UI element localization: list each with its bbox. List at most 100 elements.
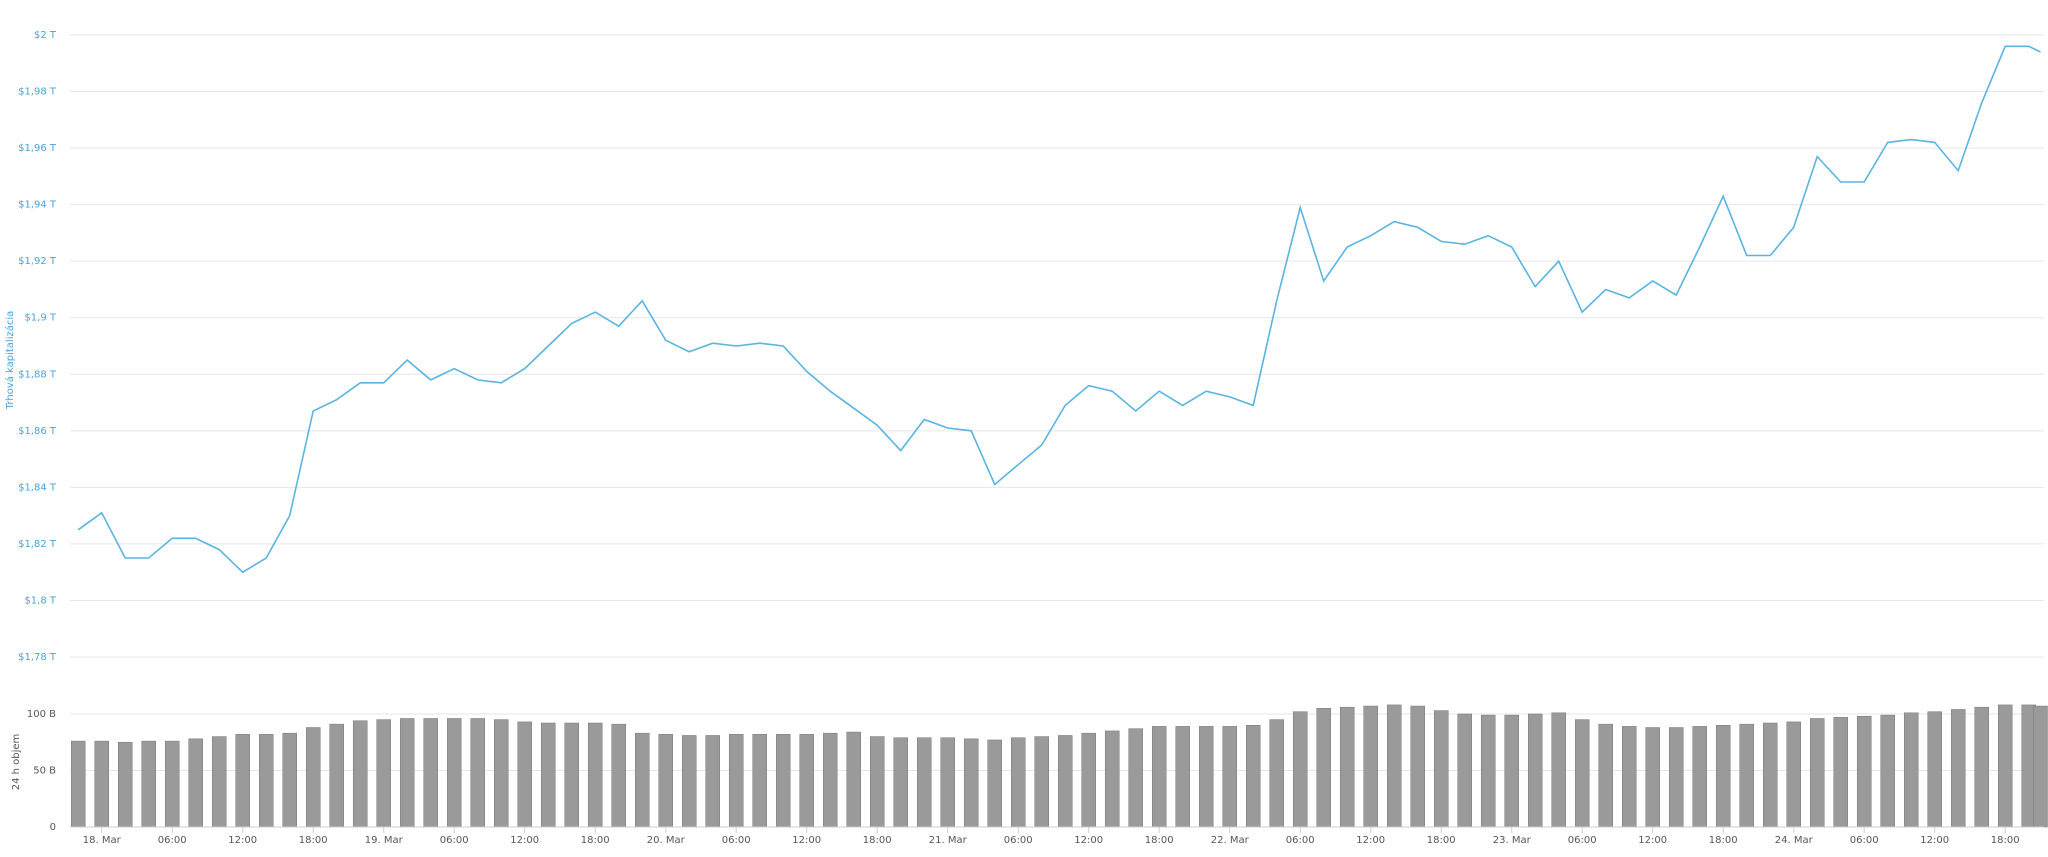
x-tick-label: 12:00 — [1356, 835, 1385, 846]
volume-bar — [376, 719, 391, 828]
volume-bar — [1316, 708, 1331, 828]
x-tick-label: 18:00 — [1991, 835, 2020, 846]
volume-bar — [235, 734, 250, 828]
volume-bar — [963, 738, 979, 828]
y-tick-label: $2 T — [34, 30, 57, 41]
x-tick-label: 12:00 — [1638, 835, 1667, 846]
y-tick-label: 0 — [50, 822, 56, 833]
volume-bar — [352, 720, 368, 828]
volume-bar — [1151, 726, 1167, 828]
y-tick-label: $1,88 T — [18, 369, 57, 380]
volume-bar — [1057, 735, 1073, 828]
y-tick-label: $1,86 T — [18, 426, 57, 437]
volume-bar — [940, 737, 955, 828]
volume-bar — [1386, 704, 1402, 828]
volume-bar — [1880, 714, 1895, 828]
volume-bar — [1668, 727, 1684, 828]
x-tick-label: 22. Mar — [1211, 835, 1250, 846]
volume-bar — [728, 734, 744, 828]
x-tick-label: 18:00 — [863, 835, 892, 846]
volume-bar — [1010, 737, 1026, 828]
volume-bar — [282, 732, 297, 828]
volume-bar — [1128, 728, 1143, 828]
volume-bar — [1410, 705, 1425, 828]
x-tick-label: 23. Mar — [1493, 835, 1532, 846]
x-tick-label: 12:00 — [1920, 835, 1949, 846]
x-tick-label: 06:00 — [1286, 835, 1315, 846]
y-tick-label: $1,96 T — [18, 143, 57, 154]
x-tick-label: 06:00 — [440, 835, 469, 846]
x-tick-label: 12:00 — [228, 835, 257, 846]
volume-bar — [658, 734, 673, 828]
volume-bar — [634, 732, 650, 828]
volume-bar — [587, 722, 603, 828]
volume-bar — [423, 718, 438, 828]
volume-bar — [611, 723, 626, 828]
x-tick-label: 18. Mar — [83, 835, 122, 846]
x-tick-label: 06:00 — [1568, 835, 1597, 846]
volume-bar — [1974, 706, 1989, 828]
volume-bar — [1598, 723, 1613, 828]
y-axis-title: Trhová kapitalizácia — [4, 311, 16, 411]
x-tick-label: 18:00 — [1427, 835, 1456, 846]
volume-bar — [1433, 710, 1449, 828]
volume-bar — [211, 736, 227, 828]
volume-bar — [399, 718, 415, 828]
volume-bar — [1739, 723, 1754, 828]
volume-bar — [305, 727, 321, 828]
volume-bar — [446, 718, 462, 828]
volume-bar — [1645, 727, 1660, 828]
volume-bar — [188, 738, 203, 828]
volume-bar — [681, 735, 697, 828]
y-tick-label: 100 B — [27, 709, 56, 720]
x-tick-label: 18:00 — [1709, 835, 1738, 846]
volume-bar — [1809, 718, 1825, 828]
y-tick-label: $1,84 T — [18, 482, 57, 493]
volume-bar — [1104, 730, 1120, 828]
volume-bar — [117, 741, 133, 828]
price-line — [77, 45, 2041, 574]
x-tick-label: 12:00 — [792, 835, 821, 846]
x-tick-label: 12:00 — [510, 835, 539, 846]
volume-bar — [1927, 711, 1942, 828]
volume-bar — [1950, 709, 1966, 828]
volume-bar — [1269, 719, 1284, 828]
volume-bar — [1245, 725, 1261, 828]
volume-bar — [752, 734, 767, 828]
volume-bar — [1504, 714, 1519, 828]
volume-bar — [1339, 706, 1355, 828]
volume-bar — [1457, 713, 1472, 828]
volume-bar — [775, 734, 791, 828]
volume-bar — [493, 719, 509, 828]
volume-bar — [1480, 714, 1496, 828]
volume-bar — [258, 734, 274, 828]
y-tick-label: $1,98 T — [18, 87, 57, 98]
volume-bar — [893, 737, 908, 828]
volume-bar — [564, 722, 579, 828]
volume-bar — [1997, 704, 2013, 828]
x-tick-label: 06:00 — [158, 835, 187, 846]
volume-bar — [1175, 726, 1190, 828]
x-tick-label: 12:00 — [1074, 835, 1103, 846]
y-tick-label: $1,82 T — [18, 539, 57, 550]
x-tick-label: 19. Mar — [365, 835, 404, 846]
volume-bar — [1527, 713, 1543, 828]
volume-bar — [470, 718, 485, 828]
volume-bar — [1551, 712, 1566, 828]
volume-bar — [1621, 726, 1637, 828]
volume-bar — [540, 722, 556, 828]
volume-bar — [822, 732, 838, 828]
volume-bar — [1833, 717, 1848, 828]
volume-bar — [1856, 715, 1872, 828]
volume-bar — [1292, 711, 1308, 828]
x-tick-label: 18:00 — [299, 835, 328, 846]
volume-bar — [1198, 726, 1214, 828]
volume-bar — [1715, 725, 1731, 828]
volume-bar — [1762, 722, 1778, 828]
x-tick-label: 06:00 — [1850, 835, 1879, 846]
volume-bar — [987, 739, 1002, 828]
x-tick-label: 18:00 — [1145, 835, 1174, 846]
y-tick-label: $1,94 T — [18, 200, 57, 211]
y-tick-label: $1,9 T — [24, 313, 56, 324]
